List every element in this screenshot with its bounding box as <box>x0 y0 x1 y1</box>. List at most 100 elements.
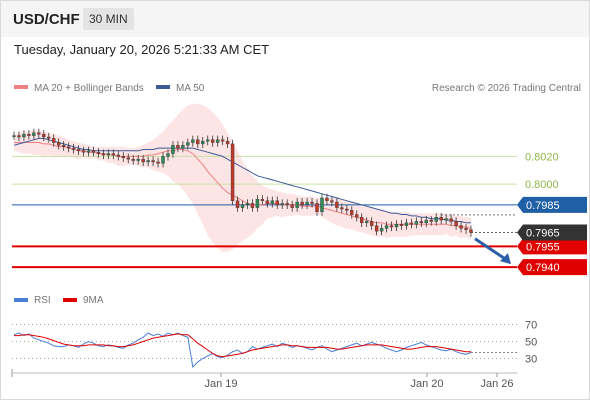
ma20-legend-label: MA 20 + Bollinger Bands <box>34 83 144 94</box>
candle-body <box>191 139 195 143</box>
candle-body <box>166 153 170 157</box>
candle-body <box>210 139 215 143</box>
candle-body <box>250 203 255 208</box>
candle-body <box>181 145 185 149</box>
ma50-legend-swatch <box>156 85 170 89</box>
candle-body <box>220 139 225 142</box>
candle-body <box>146 160 150 163</box>
candle-body <box>71 147 76 150</box>
candle-body <box>454 221 458 226</box>
candle-body <box>374 225 379 232</box>
rsi-ma-legend-label: 9MA <box>83 295 104 306</box>
candle-body <box>270 200 275 204</box>
candle-body <box>384 225 389 229</box>
candle-body <box>12 135 16 137</box>
candle-body <box>196 139 200 145</box>
candle-body <box>444 218 448 221</box>
candle-body <box>61 145 66 147</box>
candle-body <box>186 142 190 146</box>
rsi-line <box>13 332 472 369</box>
price-level-tag <box>517 238 587 255</box>
candle-body <box>275 200 279 206</box>
candle-body <box>255 199 260 208</box>
candle-body <box>459 225 463 229</box>
candle-body <box>315 203 319 212</box>
candle-body <box>111 153 116 156</box>
candle-body <box>434 217 438 222</box>
candle-body <box>285 203 289 206</box>
candle-body <box>106 153 111 156</box>
candle-body <box>171 145 175 154</box>
x-tick-label: Jan 19 <box>204 378 237 390</box>
candle-body <box>389 225 394 228</box>
candle-body <box>414 221 419 225</box>
candle-body <box>126 157 130 160</box>
candle-body <box>330 200 334 203</box>
candle-body <box>76 149 81 152</box>
price-level-tag <box>517 259 587 276</box>
candle-body <box>27 134 31 136</box>
forecast-arrow-line <box>474 237 508 262</box>
candle-body <box>101 153 106 156</box>
candle-body <box>419 221 424 224</box>
rsi-tick-label: 70 <box>525 320 537 332</box>
forecast-arrow-head <box>500 253 511 265</box>
candle-body <box>245 203 250 206</box>
candle-body <box>449 218 453 222</box>
candle-body <box>32 132 36 136</box>
candle-body <box>340 207 344 210</box>
candle-body <box>409 222 414 225</box>
candle-body <box>22 134 26 138</box>
rsi-ma-legend-swatch <box>63 298 77 302</box>
candle-body <box>469 229 473 233</box>
price-level-tag <box>517 196 587 213</box>
candle-body <box>300 201 304 206</box>
candle-body <box>57 142 61 146</box>
candle-body <box>121 156 125 158</box>
price-level-label: 0.7955 <box>526 241 560 253</box>
price-level-label: 0.7985 <box>526 200 560 212</box>
rsi-ma-line <box>14 333 471 358</box>
candle-body <box>81 150 86 153</box>
candle-body <box>206 139 210 142</box>
candle-body <box>424 219 428 224</box>
candle-body <box>201 140 205 145</box>
candle-body <box>320 197 324 212</box>
candle-body <box>136 158 140 161</box>
candle-body <box>225 140 230 145</box>
candle-body <box>91 150 96 153</box>
rsi-tick-label: 50 <box>525 337 537 349</box>
ma50-line <box>13 137 471 224</box>
price-level-label: 0.7940 <box>526 262 560 274</box>
rsi-legend-label: RSI <box>34 295 51 306</box>
candle-body <box>52 138 56 143</box>
candle-body <box>464 228 468 230</box>
candle-body <box>394 224 399 228</box>
ma20-legend-swatch <box>14 85 28 89</box>
candle-body <box>151 160 155 163</box>
last-price-label: 0.7965 <box>526 228 560 240</box>
price-level-label: 0.8020 <box>525 151 559 163</box>
candle-body <box>215 139 220 143</box>
header-bar: USD/CHF 30 MIN <box>1 1 589 37</box>
candle-body <box>42 134 46 138</box>
candle-body <box>325 197 329 201</box>
candle-body <box>399 224 404 226</box>
candle-body <box>404 222 409 226</box>
candle-body <box>116 154 121 157</box>
candle-body <box>335 201 339 208</box>
candle-body <box>37 132 41 135</box>
candle-body <box>350 210 354 215</box>
candle-body <box>290 204 294 208</box>
candle-body <box>235 200 240 208</box>
timeframe-badge[interactable]: 30 MIN <box>83 8 134 30</box>
candle-body <box>265 200 270 204</box>
candle-body <box>156 161 160 164</box>
symbol-label: USD/CHF <box>13 11 80 28</box>
candle-body <box>310 201 314 204</box>
candle-body <box>161 156 165 164</box>
candle-body <box>379 228 384 232</box>
last-price-tag <box>517 224 587 241</box>
candle-body <box>364 221 369 224</box>
